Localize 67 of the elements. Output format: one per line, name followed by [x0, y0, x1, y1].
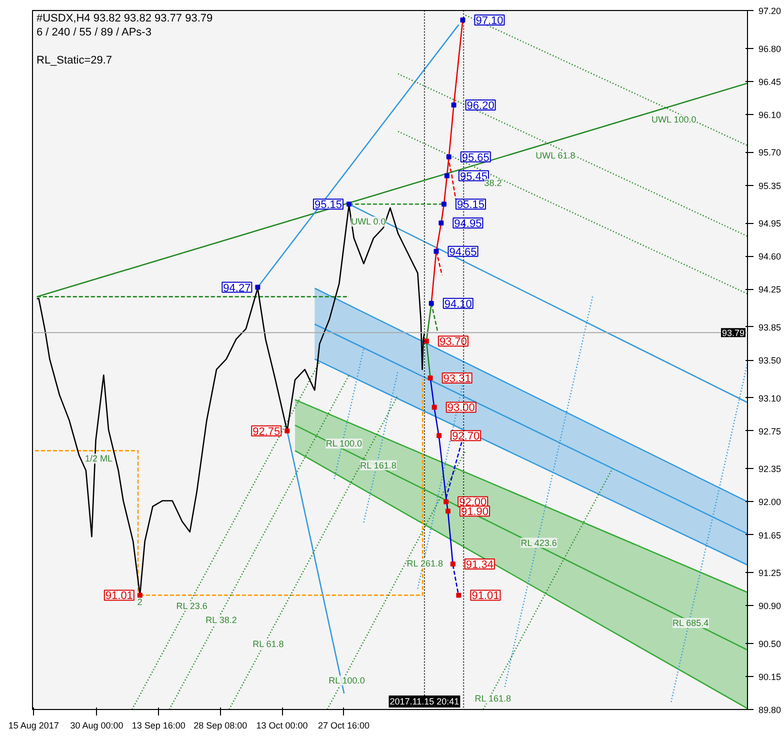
annotation: RL 423.6: [520, 538, 557, 548]
x-tick-label: 13 Oct 00:00: [256, 720, 308, 730]
y-tick-label: 94.60: [758, 252, 782, 262]
data-label: 94.65: [449, 246, 477, 258]
x-tick-label: 30 Aug 00:00: [70, 720, 124, 730]
y-tick-label: 91.65: [758, 530, 782, 540]
data-label: 94.27: [223, 282, 251, 294]
chart-title: #USDX,H4 93.82 93.82 93.77 93.79: [36, 12, 213, 24]
x-tick-label: 27 Oct 16:00: [318, 720, 370, 730]
ref-line-label: 93.79: [722, 328, 745, 338]
annotation: 38.2: [484, 178, 502, 188]
annotation: RL_Static=29.7: [36, 54, 112, 66]
data-label: 91.01: [105, 590, 133, 602]
y-tick-label: 92.35: [758, 464, 782, 474]
annotation: UWL 100.0: [652, 114, 696, 125]
y-tick-label: 97.20: [758, 6, 782, 16]
y-tick-label: 89.80: [758, 705, 782, 715]
data-label: 92.75: [252, 426, 280, 438]
y-tick-label: 95.70: [758, 148, 782, 158]
y-tick-label: 96.45: [758, 76, 782, 87]
data-label: 91.34: [466, 559, 494, 572]
y-tick-label: 92.75: [758, 426, 782, 436]
y-tick-label: 91.25: [758, 568, 782, 578]
y-tick-label: 90.50: [758, 638, 782, 649]
y-tick-label: 96.10: [758, 110, 782, 120]
y-tick-label: 94.25: [758, 284, 782, 295]
data-label: 94.10: [444, 298, 472, 310]
y-tick-label: 96.80: [758, 44, 782, 54]
y-tick-label: 93.50: [758, 356, 782, 366]
data-label: 97.10: [476, 14, 504, 27]
y-tick-label: 95.35: [758, 180, 782, 191]
data-label: 93.70: [439, 336, 467, 348]
data-label: 93.31: [443, 372, 471, 385]
annotation: RL 685.4: [672, 618, 709, 628]
annotation: RL 61.8: [252, 638, 284, 649]
data-label: 91.01: [472, 590, 500, 602]
annotation: 1/2 ML: [84, 454, 112, 464]
x-tick-label: 13 Sep 16:00: [132, 720, 186, 730]
annotation: RL 100.0: [326, 438, 362, 449]
annotation: RL 161.8: [360, 460, 396, 470]
y-tick-label: 93.10: [758, 393, 782, 404]
annotation: UWL 61.8: [536, 150, 576, 160]
annotation: 2: [137, 597, 142, 608]
y-tick-label: 92.00: [758, 497, 782, 508]
annotation: RL 161.8: [474, 694, 511, 704]
data-label: 95.15: [314, 199, 342, 212]
annotation: UWL 0.0: [351, 216, 386, 227]
annotation: RL 38.2: [206, 615, 237, 626]
data-label: 95.15: [456, 199, 485, 212]
data-label: 91.90: [461, 506, 489, 518]
annotation: RL 23.6: [176, 601, 208, 612]
data-label: 96.20: [466, 100, 494, 112]
text: 6 / 240 / 55 / 89 / APs-3: [36, 26, 152, 38]
data-label: 95.45: [460, 170, 488, 183]
y-tick-label: 90.90: [758, 601, 782, 612]
y-tick-label: 93.85: [758, 322, 782, 332]
data-label: 95.65: [462, 152, 490, 164]
data-label: 93.00: [447, 402, 475, 414]
annotation: RL 100.0: [328, 676, 365, 686]
y-tick-label: 94.95: [758, 218, 782, 229]
ref-line-label: 2017.11.15 20:41: [390, 696, 460, 706]
y-tick-label: 90.15: [758, 672, 782, 682]
data-label: 92.70: [452, 430, 480, 443]
x-tick-label: 28 Sep 08:00: [194, 720, 248, 730]
annotation: RL 261.8: [406, 558, 443, 569]
x-tick-label: 15 Aug 2017: [8, 720, 59, 730]
data-label: 94.95: [454, 218, 482, 230]
